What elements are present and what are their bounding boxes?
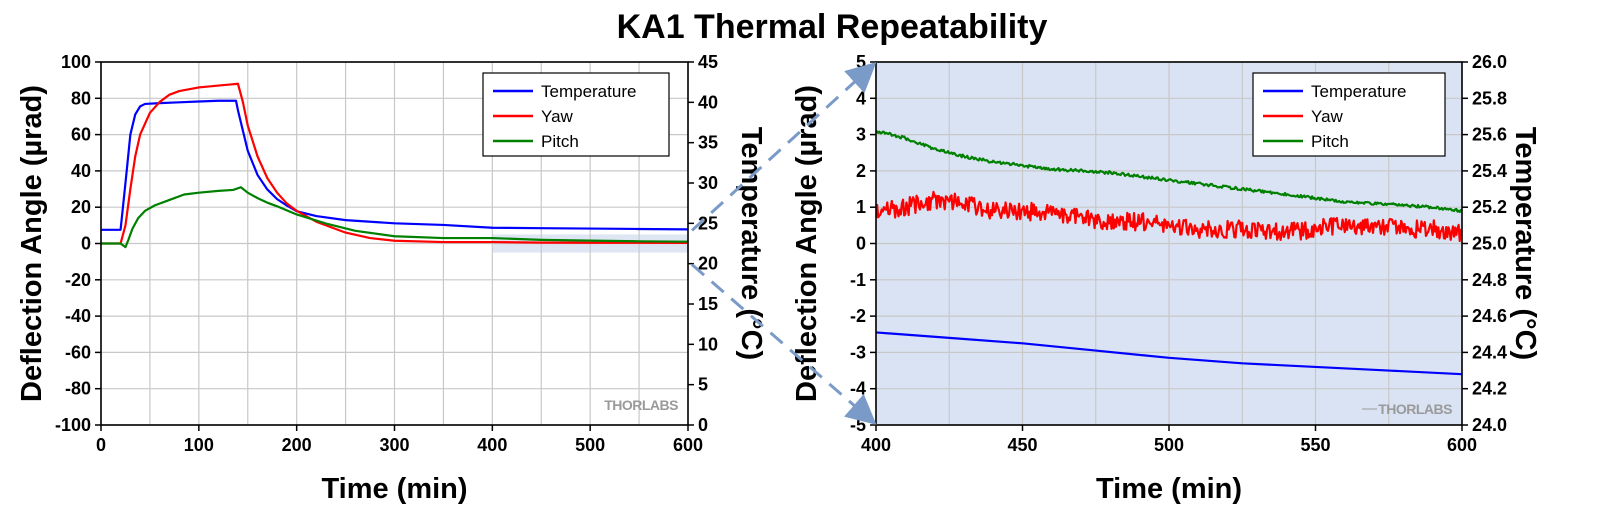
x-tick-label: 400 — [477, 435, 507, 455]
x-tick-label: 550 — [1300, 435, 1330, 455]
y-tick-label: -100 — [55, 415, 91, 435]
y-tick-label: -2 — [850, 306, 866, 326]
y-tick-label: 0 — [856, 234, 866, 254]
y2-tick-label: 25.4 — [1472, 161, 1507, 181]
series-line-yaw — [101, 82, 688, 245]
x-tick-label: 600 — [673, 435, 703, 455]
x-tick-label: 450 — [1007, 435, 1037, 455]
legend-label-pitch: Pitch — [541, 132, 579, 151]
y-tick-label: 80 — [71, 88, 91, 108]
legend-label-pitch: Pitch — [1311, 132, 1349, 151]
series-line-pitch — [876, 130, 1462, 214]
legend-label-yaw: Yaw — [541, 107, 574, 126]
y2-tick-label: 35 — [698, 133, 718, 153]
chart-panel-full: 0 100 200 300 400 500 600-100-80-60-40-2002040… — [16, 52, 767, 505]
y-tick-label: -5 — [850, 415, 866, 435]
y-tick-label: 4 — [856, 88, 866, 108]
y-tick-label: 1 — [856, 197, 866, 217]
series-line-pitch — [101, 186, 688, 249]
y-axis-title: Deflection Angle (µrad) — [791, 85, 823, 402]
y-tick-label: -60 — [65, 342, 91, 362]
y2-tick-label: 25 — [698, 213, 718, 233]
y2-tick-label: 30 — [698, 173, 718, 193]
y-tick-label: 60 — [71, 125, 91, 145]
zoom-arrow-bottom — [691, 263, 877, 425]
figure-title: KA1 Thermal Repeatability — [617, 8, 1048, 46]
series-line-temperature — [101, 99, 688, 231]
y2-tick-label: 25.6 — [1472, 125, 1507, 145]
y2-tick-label: 5 — [698, 375, 708, 395]
y2-tick-label: 25.2 — [1472, 197, 1507, 217]
y-tick-label: 100 — [61, 52, 91, 72]
legend-label-yaw: Yaw — [1311, 107, 1344, 126]
y-axis-title: Deflection Angle (µrad) — [16, 85, 48, 402]
y2-tick-label: 0 — [698, 415, 708, 435]
y2-tick-label: 24.0 — [1472, 415, 1507, 435]
thorlabs-watermark: THORLABS — [1378, 401, 1452, 417]
x-tick-label: 400 — [861, 435, 891, 455]
y2-tick-label: 45 — [698, 52, 718, 72]
x-tick-label: 500 — [1154, 435, 1184, 455]
y-tick-label: -4 — [850, 379, 866, 399]
y-tick-label: -40 — [65, 306, 91, 326]
y-tick-label: -1 — [850, 270, 866, 290]
x-tick-label: 600 — [1447, 435, 1477, 455]
y2-tick-label: 24.6 — [1472, 306, 1507, 326]
y2-tick-label: 10 — [698, 334, 718, 354]
x-tick-label: 100 — [184, 435, 214, 455]
x-tick-label: 200 — [282, 435, 312, 455]
x-tick-label: 0 — [96, 435, 106, 455]
y2-tick-label: 20 — [698, 254, 718, 274]
y2-axis-title: Temperature (°C) — [1509, 127, 1541, 360]
legend-label-temperature: Temperature — [541, 82, 636, 101]
x-axis-title: Time (min) — [321, 473, 467, 505]
y-tick-label: 2 — [856, 161, 866, 181]
y-tick-label: 40 — [71, 161, 91, 181]
y2-tick-label: 24.8 — [1472, 270, 1507, 290]
y2-tick-label: 15 — [698, 294, 718, 314]
zoom-arrows — [690, 61, 877, 425]
x-axis-title: Time (min) — [1096, 473, 1242, 505]
y-tick-label: 0 — [81, 234, 91, 254]
zoom-arrow-top — [690, 61, 877, 232]
y2-tick-label: 40 — [698, 92, 718, 112]
y2-tick-label: 25.8 — [1472, 88, 1507, 108]
y2-axis-title: Temperature (°C) — [735, 127, 767, 360]
y-tick-label: 20 — [71, 197, 91, 217]
y-tick-label: -20 — [65, 270, 91, 290]
x-tick-label: 300 — [379, 435, 409, 455]
y-tick-label: -80 — [65, 379, 91, 399]
chart-panel-zoom: 400 450 500 550 600 -5 -4 -3 -2 -1 0 1 2 3 4 5 24.0 24.2 2… — [791, 52, 1541, 505]
y-tick-label: -3 — [850, 342, 866, 362]
series-line-temperature — [876, 331, 1462, 376]
y2-tick-label: 25.0 — [1472, 234, 1507, 254]
thorlabs-watermark: THORLABS — [604, 397, 678, 413]
x-tick-label: 500 — [575, 435, 605, 455]
series-line-yaw — [876, 190, 1462, 243]
y-tick-label: 3 — [856, 125, 866, 145]
y2-tick-label: 26.0 — [1472, 52, 1507, 72]
y-tick-label: 5 — [856, 52, 866, 72]
y2-tick-label: 24.2 — [1472, 379, 1507, 399]
y2-tick-label: 24.4 — [1472, 342, 1507, 362]
legend-label-temperature: Temperature — [1311, 82, 1406, 101]
